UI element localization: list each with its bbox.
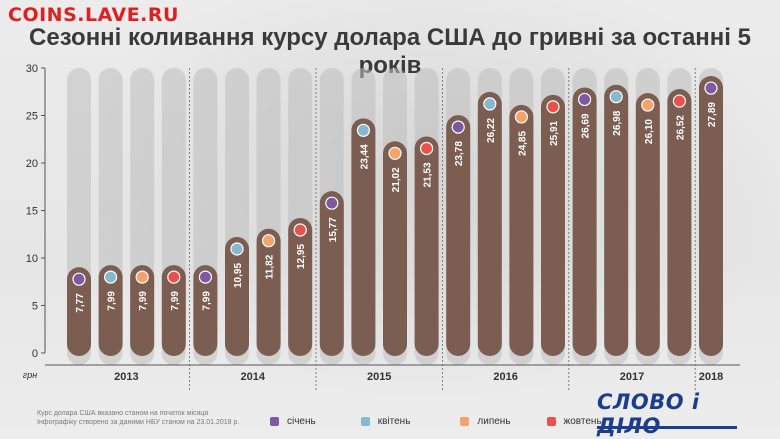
legend-swatch-january <box>270 416 279 426</box>
month-dot <box>609 90 623 104</box>
bar-value-label: 7,99 <box>170 291 181 311</box>
bar <box>383 141 407 356</box>
bar <box>351 118 376 356</box>
bar <box>572 87 597 356</box>
y-tick-label: 15 <box>26 206 38 218</box>
month-dot <box>103 270 118 284</box>
month-dot <box>672 94 687 108</box>
legend-swatch-april <box>360 416 370 426</box>
legend-label-july: липень <box>477 415 511 427</box>
bar-value-label: 7,99 <box>107 291 118 311</box>
bar-value-label: 26,69 <box>581 113 592 138</box>
year-label: 2017 <box>620 371 644 383</box>
brand-logo: СЛОВО і ДІЛО <box>597 390 700 438</box>
footer-line-2: Інфографіку створено за даними НБУ стано… <box>37 419 240 426</box>
legend-swatch-july <box>460 416 470 426</box>
bar <box>414 136 439 356</box>
bar <box>256 228 281 356</box>
bar-value-label: 21,53 <box>423 162 434 187</box>
bar-value-label: 26,10 <box>644 119 655 144</box>
bar-value-label: 24,85 <box>517 130 528 155</box>
bar-value-label: 26,98 <box>612 110 623 135</box>
bar-value-label: 23,78 <box>454 141 465 166</box>
logo-underline <box>597 426 737 429</box>
bar <box>699 76 723 357</box>
bar <box>67 267 91 356</box>
bar-value-label: 10,95 <box>233 263 244 288</box>
year-label: 2013 <box>114 371 138 383</box>
month-dot <box>420 141 434 156</box>
month-dot <box>230 242 244 256</box>
bar-value-label: 27,89 <box>707 102 718 127</box>
month-dot <box>388 146 402 160</box>
year-label: 2014 <box>241 371 266 383</box>
y-tick-label: 5 <box>32 301 38 313</box>
bar-value-label: 26,22 <box>486 117 497 142</box>
month-dot <box>135 270 149 284</box>
bar-value-label: 25,91 <box>549 120 560 145</box>
month-dot <box>704 81 718 95</box>
bar <box>635 93 660 357</box>
month-dot <box>577 92 592 107</box>
month-dot <box>483 97 497 111</box>
legend-item-january: січень <box>270 416 316 427</box>
y-tick-label: 25 <box>26 111 38 123</box>
bar-value-label: 12,95 <box>296 244 307 269</box>
legend-item-april: квітень <box>360 415 411 427</box>
bar-value-label: 7,99 <box>138 291 149 311</box>
legend-label-april: квітень <box>377 415 411 427</box>
legend-swatch-october <box>546 416 556 426</box>
y-tick-label: 30 <box>26 63 38 75</box>
bar <box>193 265 218 356</box>
y-tick-label: 10 <box>26 253 38 265</box>
bar <box>446 115 471 356</box>
bar <box>130 265 155 356</box>
chart-legend: січень квітень липень жовтень <box>270 414 632 428</box>
bar <box>604 84 629 356</box>
year-label: 2015 <box>367 371 391 383</box>
month-dot <box>451 120 465 134</box>
bar-chart: 0 5 10 15 20 25 30 грн 7,77 7,99 7,99 7,99 7,99 10,95… <box>23 63 740 392</box>
legend-item-july: липень <box>460 415 511 427</box>
bar <box>319 191 344 356</box>
month-dot <box>167 270 181 284</box>
bar <box>477 91 502 356</box>
month-dot <box>198 270 212 284</box>
y-unit-label: грн <box>23 370 37 380</box>
month-dot <box>641 98 655 112</box>
legend-item-october: жовтень <box>546 415 602 427</box>
year-label: 2016 <box>493 371 517 383</box>
chart-title: Сезонні коливання курсу долара США до гр… <box>29 24 751 79</box>
month-dot <box>293 223 307 237</box>
bar-value-label: 7,77 <box>75 293 86 313</box>
footer-note: Курс долара США вказано станом на почато… <box>37 409 239 427</box>
bar-value-label: 7,99 <box>201 291 212 311</box>
bar-value-label: 23,44 <box>359 144 370 169</box>
bar-value-label: 26,52 <box>675 115 686 140</box>
bar <box>98 265 123 356</box>
year-label: 2018 <box>699 371 723 383</box>
month-dot <box>546 100 560 114</box>
bar-value-label: 15,77 <box>328 217 339 242</box>
site-watermark: COINS.LAVE.RU <box>8 4 179 26</box>
bar <box>288 217 313 356</box>
bar-value-label: 21,02 <box>391 167 402 192</box>
y-tick-label: 0 <box>32 348 38 360</box>
legend-label-october: жовтень <box>563 415 602 427</box>
bar <box>161 265 186 356</box>
month-dot <box>72 272 86 286</box>
bar <box>509 104 534 356</box>
bar <box>225 236 249 356</box>
legend-label-january: січень <box>287 415 316 427</box>
bar-value-label: 11,82 <box>265 254 276 279</box>
month-dot <box>325 196 339 210</box>
month-dot <box>262 234 276 248</box>
y-tick-label: 20 <box>26 158 38 170</box>
bar <box>541 94 565 356</box>
month-dot <box>356 123 370 137</box>
bar <box>667 89 692 356</box>
month-dot <box>514 110 529 124</box>
footer-line-1: Курс долара США вказано станом на почато… <box>37 410 209 417</box>
